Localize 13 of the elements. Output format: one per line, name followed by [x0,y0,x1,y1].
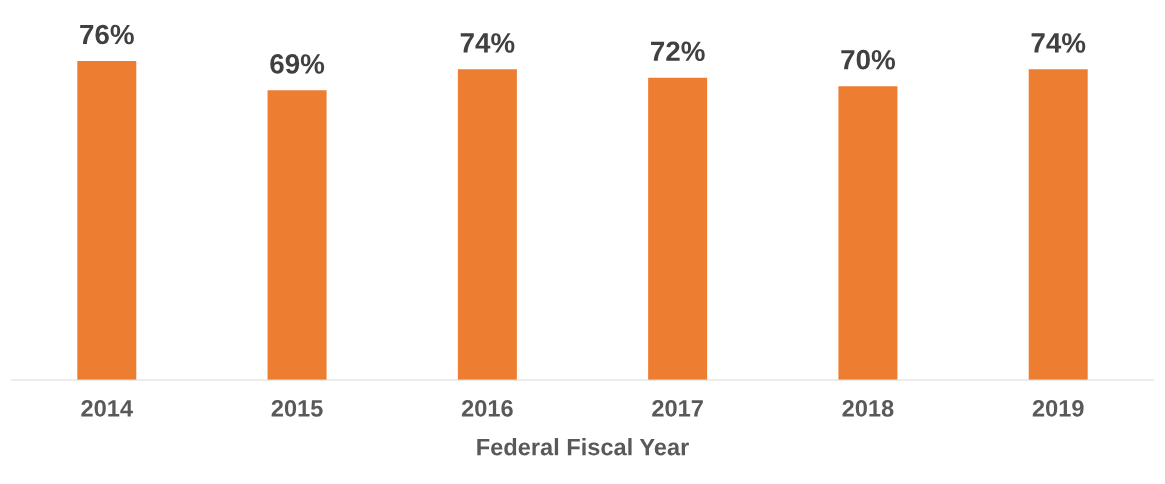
data-label: 72% [651,41,705,62]
x-tick-label: 2017 [652,400,703,417]
x-axis-title: Federal Fiscal Year [477,438,689,456]
data-label: 74% [1031,33,1086,53]
x-tick-label: 2014 [81,400,133,417]
x-tick-label: 2016 [461,400,513,417]
data-label: 70% [841,49,895,70]
x-tick-label: 2019 [1032,400,1084,417]
x-tick-label: 2018 [842,400,894,417]
data-label: 69% [270,54,325,74]
data-label: 74% [460,33,515,53]
data-label: 76% [80,24,134,45]
x-tick-label: 2015 [271,400,323,417]
